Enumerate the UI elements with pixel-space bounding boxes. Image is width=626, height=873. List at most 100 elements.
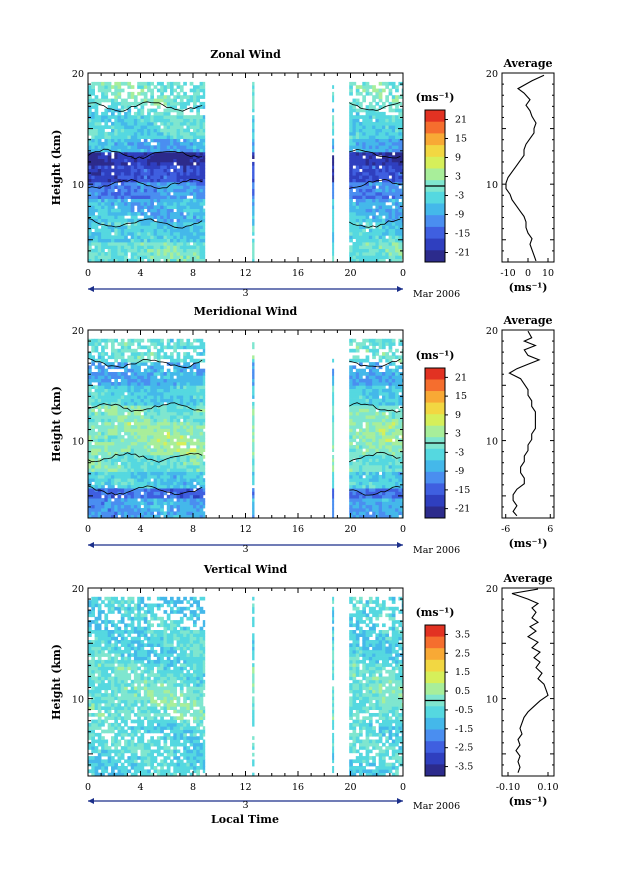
meridional-cell: [147, 405, 151, 409]
zonal-cell: [176, 252, 181, 256]
meridional-cell: [362, 471, 366, 476]
meridional-cell: [147, 401, 151, 406]
zonal-cell: [117, 161, 122, 166]
zonal-cell: [153, 125, 158, 129]
zonal-cell: [101, 145, 105, 149]
meridional-cell: [166, 388, 171, 393]
meridional-cell: [349, 445, 353, 449]
meridional-cell: [101, 455, 105, 459]
zonal-cell: [382, 212, 386, 216]
zonal-cell: [368, 168, 373, 173]
zonal-cell: [391, 195, 396, 199]
meridional-cell: [189, 368, 194, 373]
zonal-cell: [196, 195, 200, 199]
meridional-cell: [196, 438, 200, 443]
meridional-cell: [88, 428, 92, 433]
zonal-cell: [395, 225, 399, 229]
zonal-cell: [147, 145, 151, 149]
zonal-cell: [143, 101, 148, 106]
zonal-cell: [140, 168, 145, 173]
zonal-cell: [355, 115, 360, 119]
meridional-cell: [199, 342, 204, 346]
zonal-cell: [372, 215, 376, 219]
zonal-cell: [88, 131, 92, 136]
zonal-cell: [378, 245, 383, 249]
zonal-cell: [252, 225, 255, 229]
zonal-cell: [117, 218, 122, 223]
meridional-cell: [332, 474, 335, 479]
meridional-cell: [156, 464, 161, 469]
zonal-cell: [193, 245, 197, 249]
meridional-cell: [120, 458, 125, 462]
meridional-cell: [120, 378, 125, 383]
meridional-cell: [170, 355, 174, 360]
meridional-cell: [170, 484, 174, 489]
meridional-cell: [133, 491, 138, 496]
meridional-cell: [173, 368, 177, 373]
zonal-cell: [355, 195, 360, 199]
meridional-cell: [332, 504, 335, 509]
meridional-cell: [196, 385, 200, 389]
zonal-cell: [166, 225, 171, 229]
meridional-cell: [166, 378, 171, 383]
meridional-cell: [359, 401, 363, 406]
meridional-cell: [147, 338, 151, 343]
zonal-cell: [352, 121, 357, 126]
zonal-cell: [160, 238, 164, 243]
meridional-cell: [179, 345, 184, 350]
meridional-cell: [160, 365, 164, 370]
zonal-cell: [97, 81, 102, 86]
zonal-cell: [378, 158, 383, 163]
zonal-cell: [120, 145, 125, 149]
meridional-cell: [173, 491, 177, 496]
zonal-cell: [252, 118, 255, 123]
zonal-cell: [176, 212, 181, 216]
zonal-colorbar-swatch: [425, 145, 445, 158]
zonal-cell: [137, 131, 141, 136]
meridional-cell: [156, 431, 161, 436]
meridional-cell: [101, 382, 105, 386]
meridional-cell: [124, 481, 128, 486]
meridional-cell: [104, 431, 109, 436]
zonal-cell: [117, 242, 122, 246]
meridional-cell: [143, 481, 148, 486]
meridional-cell: [104, 378, 109, 383]
zonal-cell: [107, 255, 112, 259]
meridional-cell: [94, 338, 99, 343]
zonal-cell: [170, 88, 174, 93]
zonal-cell: [398, 188, 403, 193]
zonal-cell: [362, 178, 366, 183]
meridional-cell: [365, 468, 370, 472]
zonal-cell: [365, 188, 370, 193]
zonal-cell: [94, 131, 99, 136]
meridional-cell: [120, 348, 125, 353]
zonal-cell: [104, 238, 109, 243]
meridional-cell: [150, 514, 154, 519]
meridional-cell: [147, 491, 151, 496]
meridional-cell: [153, 445, 158, 449]
meridional-cell: [127, 471, 132, 476]
zonal-cell: [117, 235, 122, 239]
meridional-cell: [107, 391, 112, 396]
meridional-cell: [130, 458, 135, 462]
meridional-cell: [140, 385, 145, 389]
zonal-cell: [97, 252, 102, 256]
zonal-cell: [150, 202, 154, 206]
meridional-cell: [349, 484, 353, 489]
meridional-cell: [111, 458, 115, 462]
meridional-cell: [355, 418, 360, 423]
zonal-cell: [133, 242, 138, 246]
zonal-cell: [368, 155, 373, 159]
meridional-cell: [202, 431, 206, 436]
zonal-cell: [143, 242, 148, 246]
zonal-cell: [378, 141, 383, 146]
zonal-cell: [189, 148, 194, 153]
meridional-cell: [94, 481, 99, 486]
zonal-cell: [140, 198, 145, 203]
meridional-cell: [252, 358, 255, 363]
zonal-cell: [352, 145, 357, 149]
zonal-cell: [166, 128, 171, 133]
meridional-cell: [202, 498, 206, 502]
meridional-cell: [124, 501, 128, 506]
